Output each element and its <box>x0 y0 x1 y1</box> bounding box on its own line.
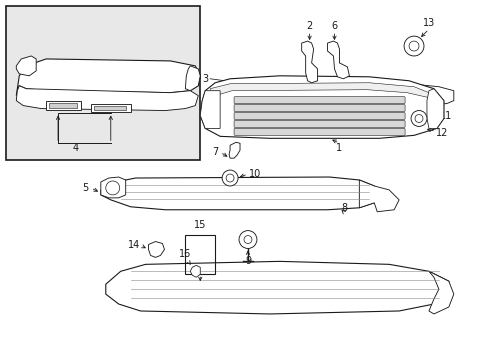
Circle shape <box>222 170 238 186</box>
Polygon shape <box>16 86 198 111</box>
Circle shape <box>403 36 423 56</box>
Polygon shape <box>349 85 453 130</box>
Polygon shape <box>148 242 164 257</box>
Text: 15: 15 <box>194 220 206 230</box>
Text: 13: 13 <box>422 18 434 28</box>
Text: 6: 6 <box>331 21 337 31</box>
Text: 3: 3 <box>202 74 208 84</box>
FancyBboxPatch shape <box>234 113 404 120</box>
Polygon shape <box>101 177 376 210</box>
Text: 11: 11 <box>439 111 451 121</box>
Bar <box>91 104 130 112</box>
Polygon shape <box>105 261 448 314</box>
Text: 1: 1 <box>336 143 342 153</box>
Text: 9: 9 <box>244 256 250 266</box>
FancyBboxPatch shape <box>234 121 404 127</box>
Polygon shape <box>359 180 398 212</box>
FancyBboxPatch shape <box>234 105 404 112</box>
Polygon shape <box>426 89 443 129</box>
Polygon shape <box>210 83 433 98</box>
Circle shape <box>410 111 426 126</box>
Text: 10: 10 <box>248 169 261 179</box>
Polygon shape <box>228 142 240 158</box>
Polygon shape <box>428 271 453 314</box>
Polygon shape <box>185 66 200 91</box>
Bar <box>94 105 125 109</box>
Polygon shape <box>327 41 349 79</box>
Polygon shape <box>301 41 317 83</box>
Text: 8: 8 <box>341 203 347 213</box>
Polygon shape <box>190 265 200 277</box>
Polygon shape <box>16 56 36 76</box>
Polygon shape <box>101 177 125 198</box>
Bar <box>46 100 81 109</box>
Polygon shape <box>16 59 200 96</box>
Circle shape <box>239 231 256 248</box>
Bar <box>6 6 200 160</box>
Text: 4: 4 <box>73 143 79 153</box>
Polygon shape <box>200 91 220 129</box>
Text: 2: 2 <box>306 21 312 31</box>
Text: 5: 5 <box>81 183 88 193</box>
Bar <box>49 103 77 108</box>
Polygon shape <box>200 76 443 138</box>
FancyBboxPatch shape <box>234 129 404 135</box>
Text: 16: 16 <box>179 249 191 260</box>
FancyBboxPatch shape <box>234 96 404 104</box>
Text: 14: 14 <box>127 240 140 251</box>
Bar <box>185 235 215 274</box>
Text: 7: 7 <box>212 147 218 157</box>
Text: 12: 12 <box>435 129 447 138</box>
